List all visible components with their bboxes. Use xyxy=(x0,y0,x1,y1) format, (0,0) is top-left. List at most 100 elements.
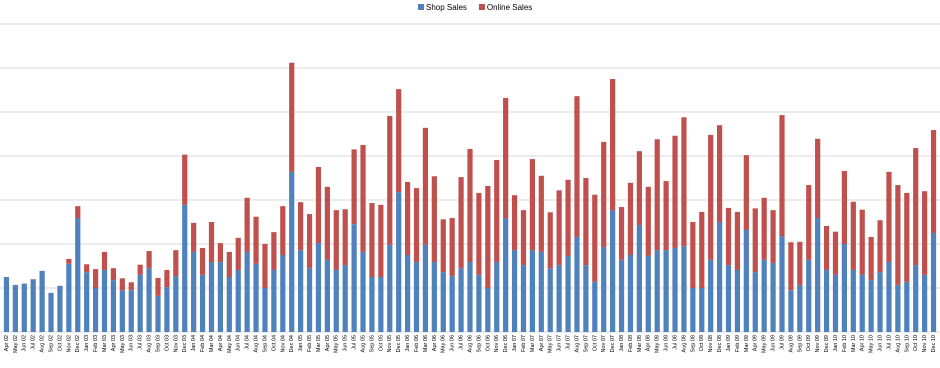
bar-segment xyxy=(422,244,429,332)
x-tick-label: Jul 02 xyxy=(31,335,37,350)
x-tick-label: Jan 07 xyxy=(512,335,518,352)
bar-segment xyxy=(315,243,322,332)
x-tick-label: Apr 05 xyxy=(325,335,331,351)
x-tick-label: Jun 03 xyxy=(129,335,135,352)
x-tick-label: Jul 03 xyxy=(138,335,144,350)
bar-segment xyxy=(333,210,339,270)
bar-segment xyxy=(503,97,509,219)
x-tick-label: Jun 08 xyxy=(664,335,670,352)
bar-segment xyxy=(101,269,108,332)
x-tick-label: Aug 02 xyxy=(40,335,46,352)
bar-segment xyxy=(886,171,892,263)
x-tick-label: Aug 07 xyxy=(574,335,580,352)
x-tick-label: Aug 10 xyxy=(895,335,901,352)
x-tick-label: May 02 xyxy=(13,335,19,353)
x-tick-label: May 06 xyxy=(441,335,447,353)
x-tick-label: Apr 02 xyxy=(4,335,10,351)
bar-segment xyxy=(298,202,304,251)
bar-segment xyxy=(930,130,937,233)
x-tick-label: Sep 03 xyxy=(155,335,161,352)
bar-segment xyxy=(583,178,589,266)
bar-segment xyxy=(743,229,749,332)
bar-segment xyxy=(788,290,794,332)
bar-segment xyxy=(405,255,411,332)
bar-segment xyxy=(922,191,928,275)
x-tick-label: Sep 10 xyxy=(904,335,910,352)
bar-segment xyxy=(271,269,277,332)
bar-segment xyxy=(12,284,18,332)
bar-segment xyxy=(39,270,45,332)
bar-segment xyxy=(173,276,179,332)
bar-segment xyxy=(369,277,375,332)
bar-segment xyxy=(734,211,741,270)
bar-segment xyxy=(191,251,197,332)
x-tick-label: Oct 05 xyxy=(378,335,384,351)
bar-segment xyxy=(449,218,455,277)
bar-segment xyxy=(3,277,10,332)
bar-segment xyxy=(422,127,429,245)
x-tick-label: Apr 06 xyxy=(432,335,438,351)
bar-segment xyxy=(110,268,117,281)
bar-segment xyxy=(244,197,250,252)
x-tick-label: Oct 04 xyxy=(271,335,277,351)
x-tick-label: Aug 03 xyxy=(147,335,153,352)
bar-segment xyxy=(841,170,847,244)
bar-segment xyxy=(574,96,580,237)
bar-segment xyxy=(431,176,437,263)
x-tick-label: May 03 xyxy=(120,335,126,353)
bar-segment xyxy=(324,259,330,332)
x-tick-label: Dec 08 xyxy=(717,335,723,352)
x-tick-label: Nov 02 xyxy=(66,335,72,352)
x-tick-label: Mar 07 xyxy=(530,335,536,352)
bar-segment xyxy=(208,222,215,263)
legend-swatch xyxy=(418,4,424,10)
bar-segment xyxy=(494,262,500,332)
bar-segment xyxy=(173,250,179,277)
x-tick-label: Dec 10 xyxy=(931,335,937,352)
x-tick-label: Nov 06 xyxy=(494,335,500,352)
x-tick-label: Jan 05 xyxy=(298,335,304,352)
bar-segment xyxy=(904,281,910,332)
x-tick-label: Oct 03 xyxy=(164,335,170,351)
legend-swatch xyxy=(478,4,485,10)
bar-segment xyxy=(217,262,223,332)
x-tick-label: Dec 03 xyxy=(182,335,188,352)
x-tick-label: Jan 03 xyxy=(84,335,90,352)
bar-segment xyxy=(725,265,732,332)
bar-segment xyxy=(137,264,143,275)
bar-segment xyxy=(708,259,714,332)
x-tick-label: Apr 03 xyxy=(111,335,117,351)
bar-segment xyxy=(529,250,535,332)
bar-segment xyxy=(797,284,803,332)
bar-segment xyxy=(743,155,749,230)
bar-segment xyxy=(574,236,580,332)
bar-segment xyxy=(681,246,687,332)
bar-segment xyxy=(262,244,268,288)
bar-segment xyxy=(503,218,509,332)
bar-segment xyxy=(699,288,705,332)
x-tick-label: Oct 06 xyxy=(485,335,491,351)
bar-segment xyxy=(788,242,794,291)
bar-segment xyxy=(511,250,518,332)
bar-segment xyxy=(779,236,785,332)
bar-segment xyxy=(565,255,571,332)
bar-segment xyxy=(538,175,544,252)
x-tick-label: Jan 09 xyxy=(726,335,732,352)
bar-segment xyxy=(636,225,642,332)
x-tick-label: Nov 08 xyxy=(708,335,714,352)
x-tick-label: Sep 02 xyxy=(48,335,54,352)
bar-segment xyxy=(511,195,518,251)
x-tick-label: Mar 03 xyxy=(102,335,108,352)
bar-segment xyxy=(84,264,90,273)
bar-segment xyxy=(93,288,99,332)
bar-segment xyxy=(681,117,687,247)
x-tick-label: Dec 05 xyxy=(396,335,402,352)
x-tick-label: Nov 09 xyxy=(815,335,821,352)
bar-segment xyxy=(913,148,919,266)
bar-segment xyxy=(440,272,446,332)
bar-segment xyxy=(877,220,883,273)
x-tick-label: Oct 07 xyxy=(592,335,598,351)
bar-segment xyxy=(930,233,937,332)
x-tick-label: Aug 08 xyxy=(681,335,687,352)
bar-segment xyxy=(538,251,544,332)
